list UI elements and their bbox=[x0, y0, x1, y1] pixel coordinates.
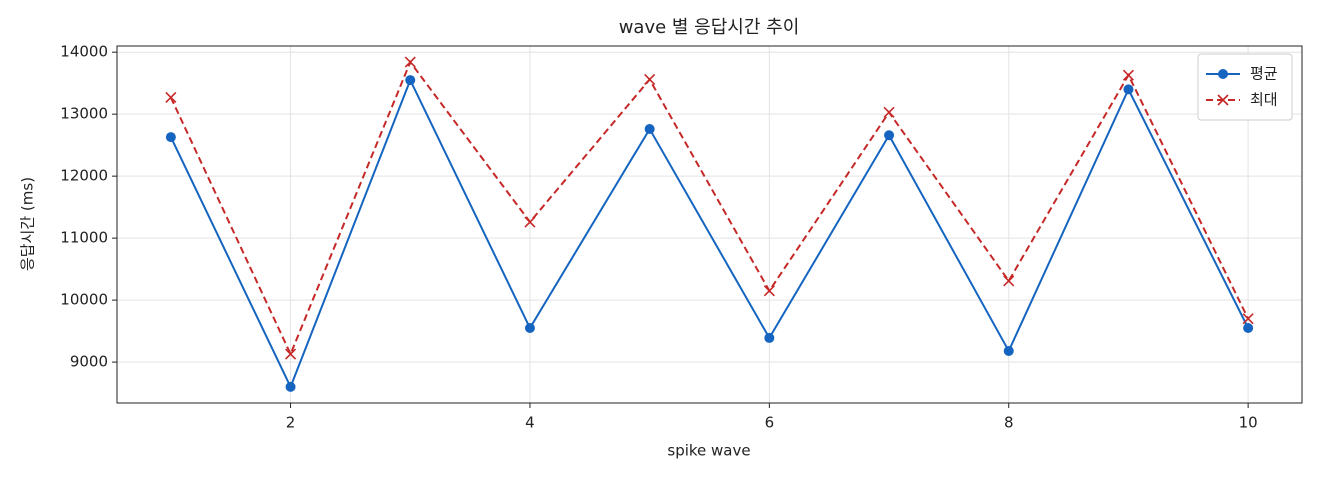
y-tick-label: 14000 bbox=[60, 43, 108, 61]
y-tick-label: 10000 bbox=[60, 291, 108, 309]
point-marker bbox=[165, 91, 177, 104]
x-tick-label: 2 bbox=[286, 414, 296, 432]
point-marker bbox=[644, 124, 655, 135]
point-marker bbox=[165, 132, 176, 143]
x-tick-label: 10 bbox=[1239, 414, 1258, 432]
chart-title: wave 별 응답시간 추이 bbox=[619, 17, 800, 38]
y-tick-label: 11000 bbox=[60, 229, 108, 247]
point-marker bbox=[1243, 323, 1254, 334]
y-tick-label: 12000 bbox=[60, 167, 108, 185]
point-marker bbox=[1242, 313, 1254, 325]
point-marker bbox=[764, 332, 775, 343]
point-marker bbox=[1003, 275, 1015, 287]
point-marker bbox=[524, 323, 535, 334]
x-tick-label: 8 bbox=[1004, 414, 1014, 432]
point-marker bbox=[1003, 345, 1014, 356]
point-marker bbox=[644, 73, 656, 86]
y-tick-label: 13000 bbox=[60, 105, 108, 123]
series-line bbox=[169, 60, 1250, 357]
y-axis-label: 응답시간 (ms) bbox=[19, 177, 37, 271]
plot-frame bbox=[116, 45, 1303, 404]
point-marker bbox=[404, 56, 416, 68]
y-tick-label: 9000 bbox=[70, 353, 108, 371]
x-tick-label: 4 bbox=[525, 414, 535, 432]
point-marker bbox=[763, 285, 775, 297]
series-line bbox=[169, 77, 1250, 390]
point-marker bbox=[285, 381, 296, 392]
x-tick-label: 6 bbox=[765, 414, 775, 432]
point-marker bbox=[1123, 84, 1134, 95]
legend-marker bbox=[1218, 69, 1228, 79]
point-marker bbox=[405, 75, 416, 86]
point-marker bbox=[884, 130, 895, 141]
x-axis-label: spike wave bbox=[667, 442, 750, 460]
point-marker bbox=[284, 348, 297, 360]
legend-label: 평균 bbox=[1250, 65, 1278, 83]
legend-marker bbox=[1217, 94, 1229, 106]
legend-label: 최대 bbox=[1250, 91, 1278, 109]
point-marker bbox=[524, 216, 536, 228]
point-marker bbox=[1122, 69, 1135, 81]
legend-box bbox=[1197, 53, 1293, 121]
point-marker bbox=[883, 106, 895, 118]
